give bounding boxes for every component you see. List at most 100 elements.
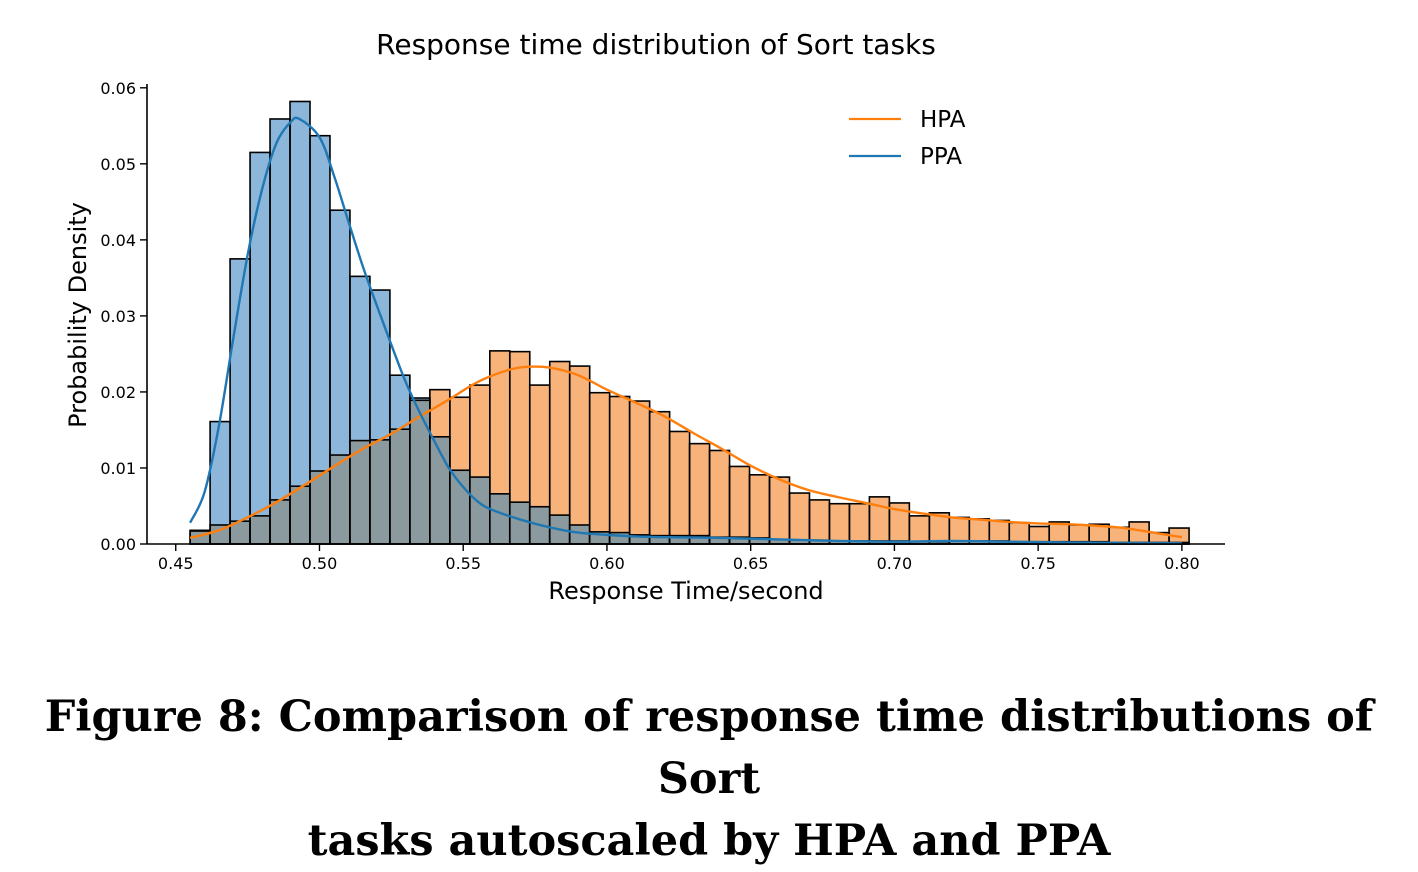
bar-hpa <box>789 493 810 544</box>
bar-overlap <box>489 493 510 544</box>
bar-overlap <box>409 400 430 544</box>
x-tick-label: 0.70 <box>877 554 913 573</box>
bar-hpa <box>1029 526 1050 544</box>
bar-hpa <box>1069 524 1090 544</box>
histogram-chart: Response time distribution of Sort tasks… <box>64 28 1225 605</box>
x-tick-label: 0.55 <box>445 554 481 573</box>
bar-overlap <box>270 499 291 544</box>
y-tick-label: 0.01 <box>100 459 136 478</box>
bar-overlap <box>389 429 410 544</box>
bar-overlap <box>210 524 231 544</box>
y-tick-label: 0.06 <box>100 79 136 98</box>
bar-ppa <box>210 421 231 544</box>
y-tick-label: 0.04 <box>100 231 136 250</box>
bar-overlap <box>349 440 370 544</box>
bar-hpa <box>949 517 970 544</box>
x-axis-ticks: 0.45 0.50 0.55 0.60 0.65 0.70 0.75 0.80 <box>158 544 1200 573</box>
x-tick-label: 0.60 <box>589 554 625 573</box>
bar-hpa <box>849 503 870 544</box>
bar-hpa <box>1049 521 1070 544</box>
bar-hpa <box>769 477 790 544</box>
bar-hpa <box>969 518 990 544</box>
chart-title: Response time distribution of Sort tasks <box>376 28 936 61</box>
legend: HPA PPA <box>849 107 966 170</box>
bar-overlap <box>250 515 271 544</box>
bar-hpa <box>689 443 710 544</box>
y-tick-label: 0.05 <box>100 155 136 174</box>
bar-overlap <box>829 540 850 544</box>
bar-hpa <box>549 361 570 544</box>
bar-overlap <box>789 540 810 544</box>
bar-hpa <box>989 520 1010 544</box>
bar-overlap <box>909 541 930 544</box>
density-curves <box>189 116 1183 545</box>
bar-hpa <box>889 502 910 544</box>
bar-overlap <box>230 521 251 544</box>
caption-line-2: tasks autoscaled by HPA and PPA <box>307 816 1111 866</box>
bar-hpa <box>709 450 730 544</box>
bar-hpa <box>669 431 690 544</box>
bar-overlap <box>769 539 790 544</box>
bar-hpa <box>609 396 630 544</box>
bar-overlap <box>649 535 670 544</box>
bar-hpa <box>749 474 770 544</box>
bar-hpa <box>529 385 550 544</box>
bar-overlap <box>329 455 350 544</box>
y-tick-label: 0.02 <box>100 383 136 402</box>
bar-hpa <box>509 351 530 544</box>
bar-hpa <box>569 366 590 544</box>
bar-overlap <box>469 477 490 544</box>
bar-overlap <box>969 540 990 544</box>
bar-overlap <box>429 436 450 544</box>
bar-overlap <box>949 540 970 544</box>
x-tick-label: 0.80 <box>1164 554 1200 573</box>
y-tick-label: 0.00 <box>100 535 136 554</box>
bar-overlap <box>709 537 730 544</box>
y-axis-ticks: 0.00 0.01 0.02 0.03 0.04 0.05 0.06 <box>100 79 147 554</box>
bar-ppa <box>250 152 271 544</box>
legend-label-hpa: HPA <box>920 107 966 133</box>
bar-overlap <box>729 537 750 544</box>
bar-ppa <box>290 101 310 544</box>
bar-hpa <box>909 515 930 544</box>
kde-line-ppa <box>189 116 1182 545</box>
bar-ppa <box>309 135 330 544</box>
bar-hpa <box>589 392 610 544</box>
bar-hpa <box>1089 524 1110 544</box>
y-tick-label: 0.03 <box>100 307 136 326</box>
bar-ppa <box>270 118 291 544</box>
figure-caption: Figure 8: Comparison of response time di… <box>0 686 1418 872</box>
x-tick-label: 0.75 <box>1020 554 1056 573</box>
bar-overlap <box>629 534 650 544</box>
bar-hpa <box>809 499 830 544</box>
kde-line-hpa <box>189 365 1183 540</box>
bar-overlap <box>509 502 530 544</box>
bar-overlap <box>749 537 770 544</box>
bar-overlap <box>369 439 390 544</box>
bar-hpa <box>729 466 750 544</box>
bar-hpa <box>1109 527 1130 544</box>
bar-hpa <box>1149 532 1170 544</box>
bar-overlap <box>569 524 590 544</box>
bar-hpa <box>929 512 950 544</box>
bar-hpa <box>869 496 890 544</box>
bar-hpa <box>649 411 670 544</box>
caption-line-1: Figure 8: Comparison of response time di… <box>44 692 1374 804</box>
bar-overlap <box>290 486 310 544</box>
x-axis-label: Response Time/second <box>548 577 823 605</box>
bar-overlap <box>809 540 830 544</box>
bar-hpa <box>829 503 850 544</box>
bar-hpa <box>629 401 650 544</box>
bar-overlap <box>669 535 690 544</box>
bar-overlap <box>309 471 330 544</box>
legend-label-ppa: PPA <box>920 144 962 170</box>
x-tick-label: 0.65 <box>733 554 769 573</box>
bar-hpa <box>1129 521 1150 544</box>
bar-overlap <box>929 541 950 544</box>
bar-overlap <box>609 532 630 544</box>
bar-hpa <box>1009 522 1030 544</box>
y-axis-label: Probability Density <box>64 202 92 428</box>
x-tick-label: 0.45 <box>158 554 194 573</box>
x-tick-label: 0.50 <box>302 554 338 573</box>
bar-overlap <box>689 535 710 544</box>
